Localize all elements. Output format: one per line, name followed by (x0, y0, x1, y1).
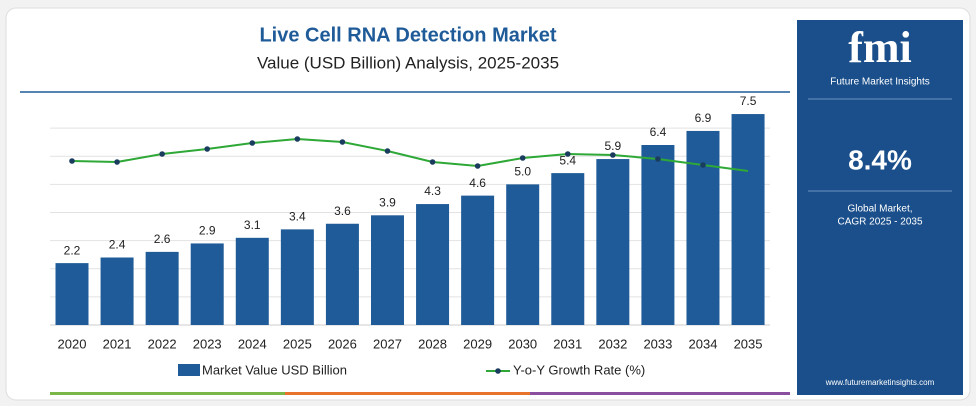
bar (370, 215, 404, 325)
cagr-label: Global Market, (847, 204, 912, 215)
x-tick-label: 2027 (373, 336, 402, 351)
cagr-label: CAGR 2025 - 2035 (837, 217, 922, 228)
bar (506, 184, 540, 325)
x-tick-label: 2030 (508, 336, 537, 351)
value-label: 2.6 (154, 232, 171, 246)
value-label: 7.5 (740, 94, 757, 108)
bar (235, 237, 269, 325)
value-label: 4.6 (469, 176, 486, 190)
x-tick-label: 2024 (238, 336, 267, 351)
value-label: 2.9 (199, 224, 216, 238)
value-label: 5.0 (514, 165, 531, 179)
footer-strip (530, 392, 790, 395)
value-label: 2.4 (109, 238, 126, 252)
value-label: 3.9 (379, 195, 396, 209)
logo: fmi (848, 23, 912, 72)
footer-strip (285, 392, 530, 395)
x-tick-label: 2026 (328, 336, 357, 351)
legend-label: Y-o-Y Growth Rate (%) (513, 362, 645, 377)
growth-point (204, 146, 211, 152)
x-tick-label: 2025 (283, 336, 312, 351)
bar (190, 243, 224, 325)
bar (686, 130, 720, 325)
x-tick-label: 2034 (689, 336, 718, 351)
growth-point (564, 151, 571, 157)
value-label: 4.3 (424, 184, 441, 198)
growth-point (249, 140, 256, 146)
growth-point (339, 139, 346, 145)
growth-point (294, 136, 301, 142)
growth-point (474, 163, 481, 169)
x-tick-label: 2033 (643, 336, 672, 351)
footer-strip (50, 392, 285, 395)
brand: Future Market Insights (830, 77, 929, 88)
value-label: 5.4 (559, 153, 576, 167)
side-panel (797, 20, 963, 395)
growth-point (610, 152, 616, 158)
growth-line (71, 137, 749, 172)
x-tick-label: 2031 (553, 336, 582, 351)
value-label: 3.1 (244, 218, 261, 232)
x-tick-label: 2028 (418, 336, 447, 351)
cagr-value: 8.4% (848, 144, 912, 175)
growth-point (700, 162, 706, 168)
value-label: 5.9 (604, 139, 621, 153)
legend-label: Market Value USD Billion (202, 362, 347, 377)
bar (416, 204, 450, 325)
x-tick-label: 2029 (463, 336, 492, 351)
growth-point (655, 156, 661, 162)
x-tick-label: 2022 (148, 336, 177, 351)
bar (596, 159, 630, 325)
x-tick-label: 2023 (193, 336, 222, 351)
growth-point (114, 159, 120, 165)
growth-point (519, 155, 526, 161)
growth-point (159, 151, 165, 157)
x-tick-label: 2032 (598, 336, 627, 351)
value-label: 3.4 (289, 210, 306, 224)
bar (461, 195, 495, 325)
bar (731, 114, 765, 325)
x-tick-label: 2021 (103, 336, 132, 351)
chart-title: Live Cell RNA Detection Market (259, 24, 556, 46)
value-label: 2.2 (64, 243, 81, 257)
bar (641, 145, 675, 325)
bar (100, 257, 134, 325)
growth-point (69, 158, 75, 164)
value-label: 6.9 (695, 111, 712, 125)
bar (280, 229, 314, 325)
value-label: 3.6 (334, 204, 351, 218)
x-tick-label: 2035 (734, 336, 763, 351)
x-tick-label: 2020 (58, 336, 87, 351)
website: www.futuremarketinsights.com (825, 378, 935, 387)
bar (145, 251, 179, 325)
bar (551, 173, 585, 325)
value-label: 6.4 (650, 125, 667, 139)
growth-point (429, 159, 436, 165)
chart-subtitle: Value (USD Billion) Analysis, 2025-2035 (257, 53, 559, 72)
bar (55, 263, 89, 325)
legend-swatch (495, 368, 501, 374)
bar (325, 223, 359, 325)
legend-swatch (178, 364, 200, 376)
growth-point (384, 148, 391, 154)
